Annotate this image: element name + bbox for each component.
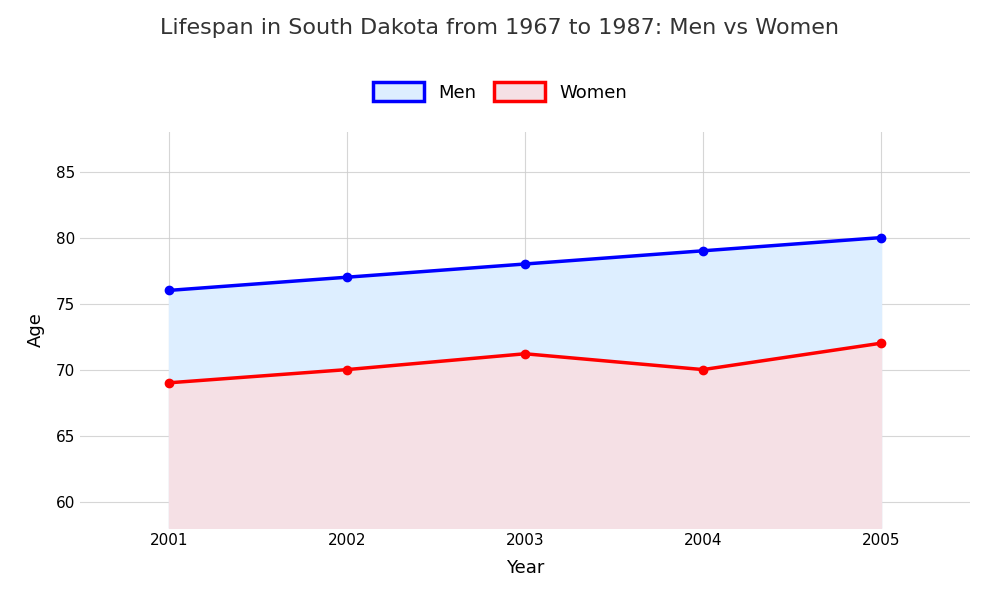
- Text: Lifespan in South Dakota from 1967 to 1987: Men vs Women: Lifespan in South Dakota from 1967 to 19…: [160, 18, 840, 38]
- Legend: Men, Women: Men, Women: [366, 75, 634, 109]
- Y-axis label: Age: Age: [27, 313, 45, 347]
- X-axis label: Year: Year: [506, 559, 544, 577]
